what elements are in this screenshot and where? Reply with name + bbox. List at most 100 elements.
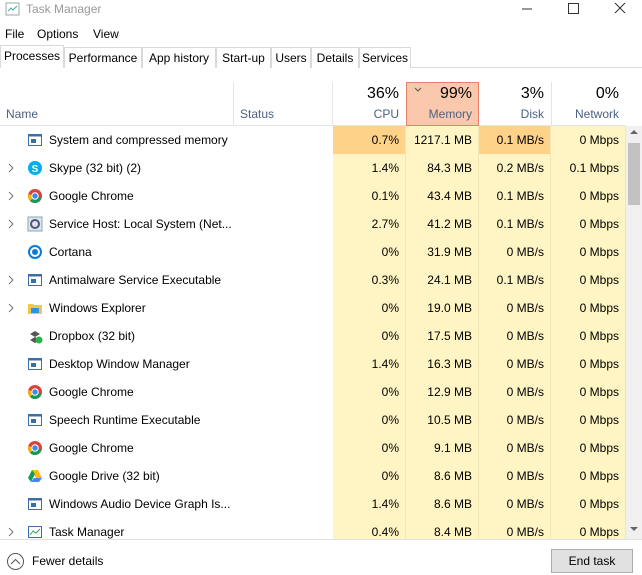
process-row[interactable]: Windows Explorer 0% 19.0 MB 0 MB/s 0 Mbps (0, 294, 626, 322)
metric-cell: 0% (333, 322, 406, 350)
metric-cell: 0 MB/s (479, 378, 551, 406)
process-icon (28, 245, 42, 259)
column-header[interactable]: Status (240, 107, 275, 121)
app-icon (5, 2, 20, 16)
column-total[interactable]: 3% (520, 85, 544, 102)
column-header[interactable]: Name (6, 107, 39, 121)
metric-cell: 0.7% (333, 126, 406, 154)
metric-cell: 8.4 MB (406, 518, 479, 539)
column-header[interactable]: Network (574, 107, 619, 121)
metric-cell: 0.1 MB/s (479, 126, 551, 154)
process-name: Task Manager (49, 525, 125, 539)
window-title: Task Manager (26, 2, 102, 16)
metric-cell: 2.7% (333, 210, 406, 238)
fewer-details[interactable]: Fewer details (32, 554, 104, 568)
metric-cell: 0 Mbps (551, 182, 626, 210)
status-cell (233, 350, 333, 378)
metric-cell: 0 Mbps (551, 322, 626, 350)
menu-item[interactable]: File (5, 27, 25, 41)
metric-cell: 12.9 MB (406, 378, 479, 406)
process-row[interactable]: S Skype (32 bit) (2) 1.4% 84.3 MB 0.2 MB/s 0.… (0, 154, 626, 182)
menu-item[interactable]: Options (37, 27, 79, 41)
process-name: Windows Audio Device Graph Is... (49, 497, 231, 511)
process-name: Skype (32 bit) (2) (49, 161, 142, 175)
process-name: Speech Runtime Executable (49, 413, 201, 427)
tab[interactable]: App history (142, 47, 216, 68)
metric-cell: 0 MB/s (479, 294, 551, 322)
fewer-details-icon[interactable] (7, 553, 24, 570)
expand-arrow[interactable] (6, 182, 16, 210)
maximize-button[interactable] (568, 3, 579, 14)
metric-cell: 0.1 MB/s (479, 182, 551, 210)
status-cell (233, 434, 333, 462)
metric-cell: 0 Mbps (551, 210, 626, 238)
process-row[interactable]: Task Manager 0.4% 8.4 MB 0 MB/s 0 Mbps (0, 518, 626, 539)
process-row[interactable]: Windows Audio Device Graph Is... 1.4% 8.6 … (0, 490, 626, 518)
tab[interactable]: Services (359, 47, 411, 68)
process-row[interactable]: Service Host: Local System (Net... 2.7% 41… (0, 210, 626, 238)
metric-cell: 0 MB/s (479, 490, 551, 518)
process-row[interactable]: Cortana 0% 31.9 MB 0 MB/s 0 Mbps (0, 238, 626, 266)
process-row[interactable]: Dropbox (32 bit) 0% 17.5 MB 0 MB/s 0 Mbps (0, 322, 626, 350)
expand-arrow[interactable] (6, 210, 16, 238)
process-row[interactable]: Google Drive (32 bit) 0% 8.6 MB 0 MB/s 0 Mbp… (0, 462, 626, 490)
expand-arrow[interactable] (6, 266, 16, 294)
end-task-button-frame[interactable] (551, 549, 633, 573)
process-row[interactable]: Google Chrome 0% 9.1 MB 0 MB/s 0 Mbps (0, 434, 626, 462)
column-header[interactable]: CPU (373, 107, 399, 121)
metric-cell: 0 Mbps (551, 434, 626, 462)
process-name: System and compressed memory (49, 133, 228, 147)
metric-cell: 0 Mbps (551, 490, 626, 518)
process-icon (28, 470, 42, 482)
metric-cell: 0 MB/s (479, 350, 551, 378)
tab[interactable]: Performance (64, 47, 142, 68)
process-row[interactable]: Speech Runtime Executable 0% 10.5 MB 0 MB/s… (0, 406, 626, 434)
menu-item[interactable]: View (93, 27, 119, 41)
metric-cell: 43.4 MB (406, 182, 479, 210)
column-header[interactable]: Memory (428, 107, 472, 121)
status-cell (233, 518, 333, 539)
scroll-thumb[interactable] (628, 143, 640, 205)
process-name: Dropbox (32 bit) (49, 329, 136, 343)
process-name: Google Chrome (49, 441, 134, 455)
process-row[interactable]: Desktop Window Manager 1.4% 16.3 MB 0 MB/s 0… (0, 350, 626, 378)
sort-arrow (414, 87, 422, 92)
metric-cell: 0 Mbps (551, 266, 626, 294)
column-total[interactable]: 0% (595, 85, 619, 102)
metric-cell: 31.9 MB (406, 238, 479, 266)
tab[interactable]: Start-up (216, 47, 271, 68)
tab[interactable]: Processes (0, 45, 64, 68)
metric-cell: 0 Mbps (551, 350, 626, 378)
tab[interactable]: Users (271, 47, 311, 68)
column-total[interactable]: 36% (366, 85, 399, 102)
status-cell (233, 182, 333, 210)
process-row[interactable]: Google Chrome 0.1% 43.4 MB 0.1 MB/s 0 Mbps (0, 182, 626, 210)
tab[interactable]: Details (311, 47, 359, 68)
process-icon (30, 331, 43, 344)
metric-cell: 0% (333, 462, 406, 490)
scroll-down[interactable] (630, 527, 638, 531)
status-cell (233, 322, 333, 350)
memory-header-highlight[interactable] (406, 82, 479, 126)
expand-arrow[interactable] (6, 294, 16, 322)
expand-arrow[interactable] (6, 154, 16, 182)
process-icon (28, 189, 42, 203)
close-button[interactable] (614, 2, 626, 14)
end-task-button[interactable]: End task (568, 554, 616, 568)
metric-cell: 0 Mbps (551, 238, 626, 266)
metric-cell: 0% (333, 294, 406, 322)
scrollbar-track[interactable] (626, 126, 642, 539)
column-total[interactable]: 99% (439, 85, 472, 102)
process-row[interactable]: System and compressed memory 0.7% 1217.1 M… (0, 126, 626, 154)
process-name: Google Chrome (49, 385, 134, 399)
process-icon: S (28, 161, 42, 175)
process-row[interactable]: Google Chrome 0% 12.9 MB 0 MB/s 0 Mbps (0, 378, 626, 406)
metric-cell: 0.1 MB/s (479, 266, 551, 294)
process-row[interactable]: Antimalware Service Executable 0.3% 24.1 M… (0, 266, 626, 294)
column-header[interactable]: Disk (520, 107, 544, 121)
scroll-up[interactable] (630, 130, 638, 134)
metric-cell: 0 MB/s (479, 518, 551, 539)
expand-arrow[interactable] (6, 518, 16, 539)
process-icon (28, 414, 42, 426)
metric-cell: 0 MB/s (479, 406, 551, 434)
